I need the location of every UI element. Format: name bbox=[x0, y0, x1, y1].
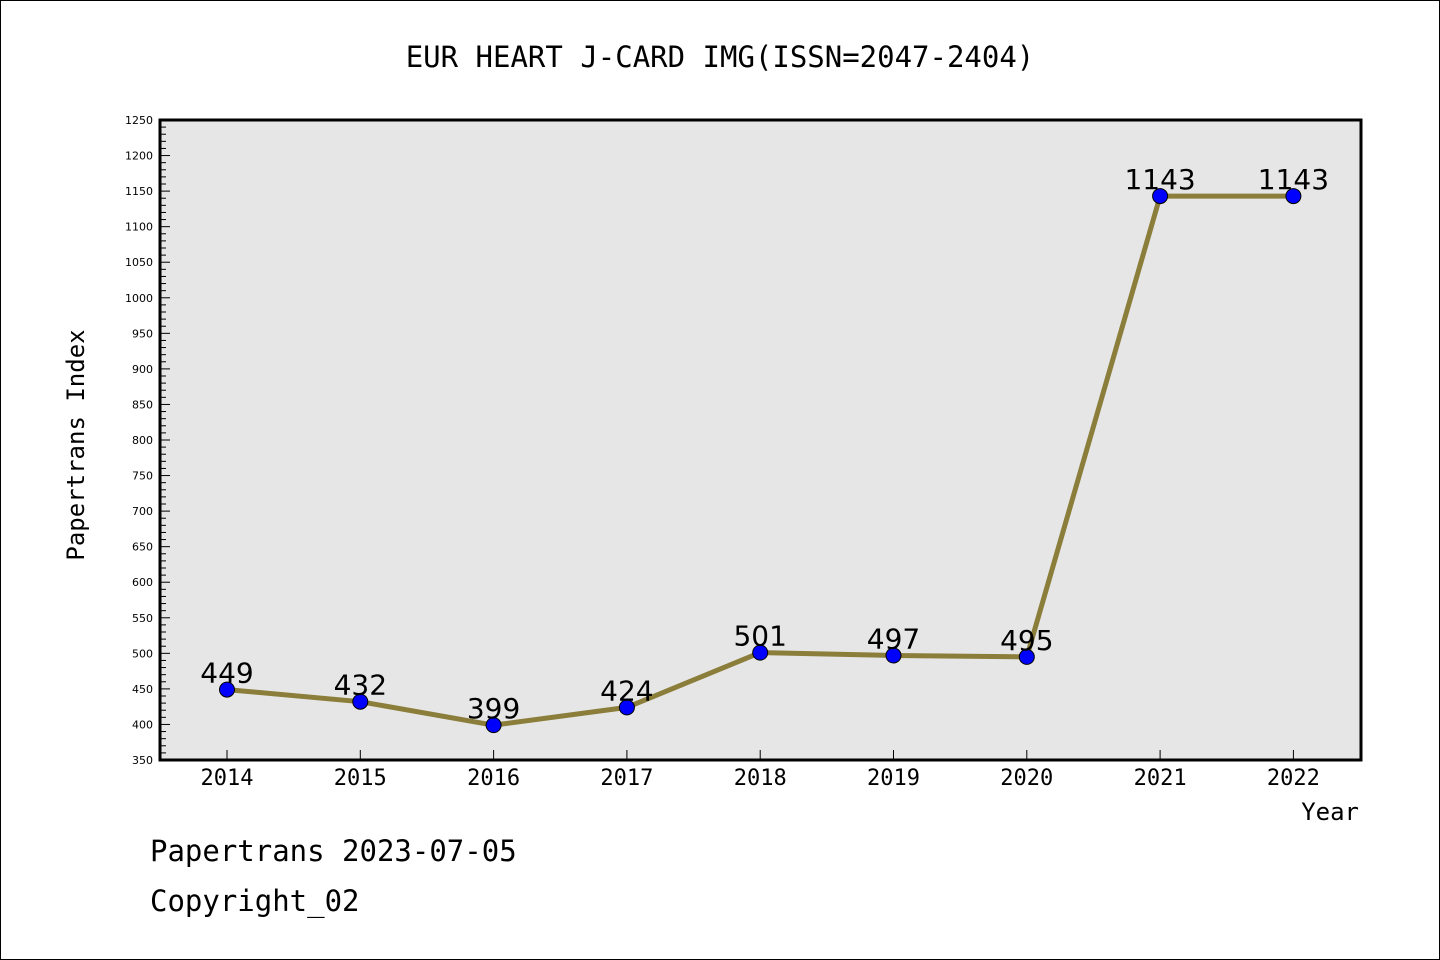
y-tick-label: 1200 bbox=[125, 150, 153, 163]
y-tick-label: 1000 bbox=[125, 292, 153, 305]
y-tick-label: 1100 bbox=[125, 221, 153, 234]
y-tick-label: 700 bbox=[132, 505, 153, 518]
data-label: 1143 bbox=[1258, 163, 1329, 196]
y-tick-label: 550 bbox=[132, 612, 153, 625]
data-label: 399 bbox=[467, 692, 520, 725]
plot-area bbox=[158, 118, 1363, 762]
y-axis-label: Papertrans Index bbox=[62, 329, 90, 560]
y-tick-label: 650 bbox=[132, 541, 153, 554]
footer-copyright: Copyright_02 bbox=[150, 884, 360, 918]
y-tick-label: 1050 bbox=[125, 256, 153, 269]
data-label: 449 bbox=[200, 657, 253, 690]
y-tick-label: 1250 bbox=[125, 114, 153, 127]
y-tick-label: 750 bbox=[132, 470, 153, 483]
y-tick-label: 600 bbox=[132, 576, 153, 589]
data-point-marker bbox=[352, 693, 369, 710]
series-layer bbox=[219, 188, 1302, 734]
y-tick-label: 800 bbox=[132, 434, 153, 447]
data-point-marker bbox=[1018, 648, 1035, 665]
data-point-marker bbox=[618, 699, 635, 716]
data-point-marker bbox=[752, 644, 769, 661]
data-label: 497 bbox=[867, 622, 920, 655]
y-axis-ticks: 350 400 450 500 550 600 650 700 750 800 850 900 950 1… bbox=[125, 114, 170, 767]
x-tick-label: 2021 bbox=[1134, 766, 1187, 791]
data-point-marker bbox=[1285, 188, 1302, 205]
data-point-marker bbox=[485, 717, 502, 734]
x-tick-label: 2019 bbox=[867, 766, 920, 791]
y-tick-label: 400 bbox=[132, 718, 153, 731]
x-tick-label: 2020 bbox=[1000, 766, 1053, 791]
data-point-marker bbox=[219, 681, 235, 698]
data-label: 424 bbox=[600, 674, 653, 707]
x-axis-label: Year bbox=[1301, 798, 1359, 826]
data-point-marker bbox=[1152, 188, 1169, 205]
y-tick-label: 850 bbox=[132, 398, 153, 411]
data-label: 432 bbox=[334, 669, 387, 702]
x-axis-ticks: 2014 2015 2016 2017 2018 2019 2020 2021 2022 bbox=[201, 750, 1320, 791]
y-tick-label: 900 bbox=[132, 363, 153, 376]
x-tick-label: 2018 bbox=[734, 766, 787, 791]
data-label: 501 bbox=[733, 620, 786, 653]
y-tick-label: 450 bbox=[132, 683, 153, 696]
x-tick-label: 2016 bbox=[467, 766, 520, 791]
footer-source-date: Papertrans 2023-07-05 bbox=[150, 834, 517, 868]
x-tick-label: 2022 bbox=[1267, 766, 1320, 791]
x-tick-label: 2014 bbox=[201, 766, 254, 791]
y-tick-label: 500 bbox=[132, 647, 153, 660]
y-tick-label: 1150 bbox=[125, 185, 153, 198]
x-tick-label: 2015 bbox=[334, 766, 387, 791]
data-point-marker bbox=[885, 647, 902, 664]
chart-title: EUR HEART J-CARD IMG(ISSN=2047-2404) bbox=[406, 40, 1035, 74]
data-label: 1143 bbox=[1124, 163, 1195, 196]
x-tick-label: 2017 bbox=[600, 766, 653, 791]
data-label: 495 bbox=[1000, 624, 1053, 657]
y-tick-label: 350 bbox=[132, 754, 153, 767]
data-labels: 449 432 399 424 501 497 495 1143 1143 bbox=[200, 163, 1329, 725]
y-tick-label: 950 bbox=[132, 327, 153, 340]
